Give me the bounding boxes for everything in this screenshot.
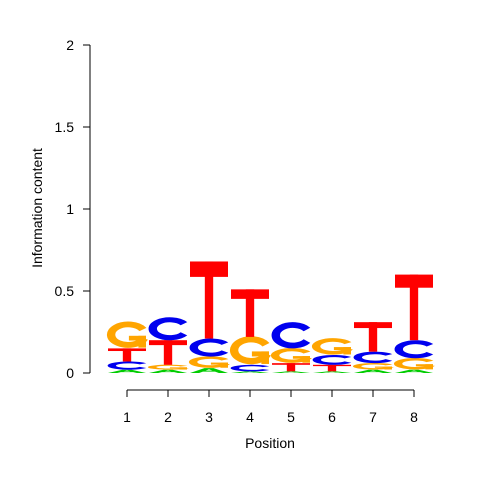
x-tick-label: 1 (123, 409, 131, 425)
logo-letter-C (271, 322, 311, 349)
logo-letter-C (312, 354, 352, 365)
x-tick-label: 2 (164, 409, 172, 425)
logo-letter-C (189, 338, 229, 357)
x-tick-label: 7 (369, 409, 377, 425)
logo-letter-A (354, 369, 392, 373)
logo-column (147, 317, 189, 373)
y-tick-label: 0 (66, 365, 74, 381)
logo-letter-G (311, 338, 353, 355)
logo-letter-A (313, 371, 351, 373)
y-axis: 0 0.5 1 1.5 2 (55, 37, 91, 381)
logo-letter-A (395, 369, 433, 373)
logo-letter-G (188, 356, 230, 368)
logo-letter-G (393, 357, 435, 370)
x-tick-label: 8 (410, 409, 418, 425)
logo-letter-T (354, 322, 392, 352)
logo-letter-C (148, 317, 188, 341)
logo-letter-G (106, 321, 148, 348)
logo-letter-G (147, 364, 189, 370)
logo-letter-T (190, 261, 228, 339)
y-axis-label: Information content (29, 148, 45, 268)
logo-letter-A (190, 368, 228, 373)
logo-letter-A (108, 369, 146, 373)
x-axis-label: Position (245, 435, 295, 451)
y-tick-label: 0.5 (55, 283, 75, 299)
logo-column (229, 289, 271, 373)
logo-column (106, 321, 148, 373)
logo-letter-A (272, 371, 310, 373)
logo-letter-A (149, 369, 187, 373)
x-tick-label: 4 (246, 409, 254, 425)
logo-letter-T (272, 363, 310, 372)
logo-column (270, 322, 312, 373)
logo-letter-G (229, 336, 271, 365)
logo-letter-C (107, 361, 147, 370)
x-tick-label: 5 (287, 409, 295, 425)
x-tick-label: 3 (205, 409, 213, 425)
logo-letter-T (231, 289, 269, 337)
logo-letter-A (231, 371, 269, 373)
logo-letter-G (352, 363, 394, 370)
x-axis: 1 2 3 4 5 6 7 8 (123, 389, 418, 425)
logo-letter-T (149, 340, 187, 365)
logo-letter-C (230, 364, 270, 372)
logo-letter-T (313, 364, 351, 372)
logo-letter-T (108, 348, 146, 362)
logo-column (393, 274, 435, 373)
logo-column (188, 261, 230, 373)
x-tick-label: 6 (328, 409, 336, 425)
y-tick-label: 1.5 (55, 119, 75, 135)
logo-letter-C (353, 351, 393, 364)
logo-letter-C (394, 340, 434, 359)
logo-column (352, 322, 394, 373)
logo-letter-G (270, 348, 312, 363)
y-tick-label: 2 (66, 37, 74, 53)
logo-letter-T (395, 274, 433, 341)
logo-column (311, 338, 353, 373)
y-tick-label: 1 (66, 201, 74, 217)
logo-stacks (106, 261, 435, 373)
